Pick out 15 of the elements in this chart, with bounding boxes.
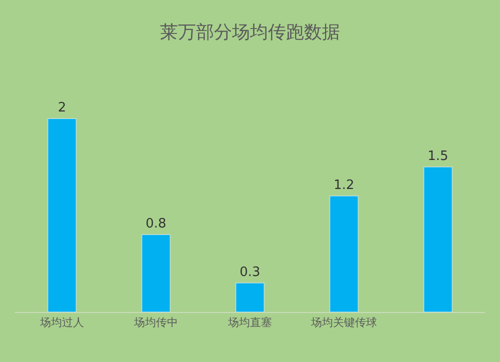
bar: [142, 234, 170, 312]
x-tick-label: 场均传中: [133, 316, 178, 330]
x-tick-label: 场均直塞: [227, 316, 272, 330]
bar: [330, 196, 358, 312]
bar: [236, 282, 264, 312]
x-tick-label: 场均关键传球: [310, 316, 377, 330]
bar: [48, 118, 76, 312]
data-label: 0.8: [146, 216, 166, 232]
data-label: 2: [58, 100, 66, 116]
data-label: 0.3: [240, 265, 260, 280]
data-label: 1.2: [334, 178, 354, 193]
data-label: 1.5: [428, 149, 448, 164]
x-tick-label: 场均过人: [39, 316, 84, 330]
chart-title: 莱万部分场均传跑数据: [160, 22, 340, 43]
bar: [424, 166, 452, 312]
